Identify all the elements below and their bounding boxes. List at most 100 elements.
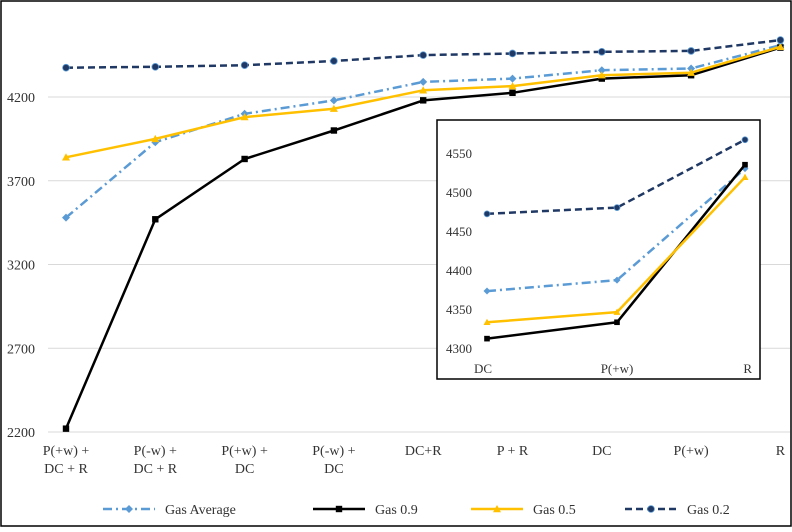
- main-data-point-gas-average-6: [597, 66, 606, 75]
- inset-data-point-gas-0-5-2: [741, 173, 749, 180]
- inset-data-point-gas-0-2-0: [483, 210, 491, 218]
- legend-swatch-marker: [125, 505, 133, 513]
- inset-data-point-gas-0-5-1: [613, 308, 621, 315]
- legend-item-gas-0-9: Gas 0.9: [313, 503, 418, 518]
- legend-label: Gas 0.5: [533, 503, 576, 518]
- inset-series-gas-0-9: [484, 161, 748, 342]
- legend: Gas Average Gas 0.9 Gas 0.5 Gas 0.2: [103, 503, 730, 518]
- main-x-tick-label-line: DC: [592, 444, 611, 459]
- legend-label: Gas Average: [165, 503, 236, 518]
- main-data-point-gas-0-2-0: [62, 63, 70, 72]
- main-data-point-gas-0-5-5: [508, 82, 517, 90]
- inset-series-line-gas-average: [486, 167, 746, 293]
- inset-y-tick-label: 4400: [446, 263, 472, 278]
- inset-x-axis-ticks: DC P(+w) R: [474, 361, 752, 376]
- main-x-tick-label-line: P(-w) +: [134, 444, 177, 459]
- main-series-gas-0-2: [62, 36, 785, 72]
- inset-series: [483, 136, 749, 342]
- main-data-point-gas-0-2-6: [597, 47, 606, 56]
- main-x-tick-label: P(-w) + DC: [312, 444, 355, 477]
- legend-label: Gas 0.9: [375, 503, 418, 518]
- main-data-point-gas-average-5: [508, 74, 517, 83]
- main-x-tick-label: P(+w) + DC + R: [43, 444, 90, 477]
- main-data-point-gas-average-4: [419, 77, 428, 86]
- main-data-point-gas-0-9-3: [330, 127, 338, 134]
- main-data-point-gas-0-9-4: [420, 97, 427, 104]
- main-data-point-gas-0-9-1: [152, 216, 159, 223]
- main-x-tick-label: P(+w) + DC: [221, 444, 268, 477]
- main-series-gas-0-5: [62, 42, 785, 161]
- inset-border: [436, 119, 761, 380]
- main-x-tick-label-line: P(+w): [674, 444, 709, 459]
- main-data-point-gas-0-2-4: [419, 51, 428, 59]
- main-y-axis-ticks: 2200 2700 3200 3700 4200: [7, 91, 35, 441]
- main-data-point-gas-average-7: [687, 64, 696, 73]
- main-data-point-gas-0-5-0: [62, 153, 70, 161]
- inset-chart: 4300 4350 4400 4450 4500 4550 DC P(+w) R: [436, 119, 761, 380]
- main-x-tick-label-line: P(-w) +: [312, 444, 355, 459]
- main-data-point-gas-0-9-6: [598, 75, 605, 82]
- main-x-tick-label-line: P + R: [497, 444, 529, 459]
- main-x-tick-label: P + R: [497, 444, 529, 459]
- main-y-tick-label: 2200: [7, 426, 35, 441]
- inset-y-tick-label: 4350: [446, 302, 472, 317]
- main-data-point-gas-0-5-2: [240, 113, 249, 121]
- inset-data-point-gas-average-1: [613, 276, 621, 284]
- main-data-point-gas-0-9-2: [241, 155, 248, 163]
- main-x-tick-label: R: [776, 444, 786, 459]
- main-y-tick-label: 3200: [7, 259, 35, 274]
- main-data-point-gas-0-5-3: [329, 104, 338, 112]
- main-series: [62, 36, 785, 432]
- inset-y-tick-label: 4450: [446, 224, 472, 239]
- main-x-tick-label: DC: [592, 444, 611, 459]
- inset-series-gas-0-5: [483, 173, 749, 326]
- main-data-point-gas-0-5-1: [151, 134, 160, 143]
- inset-x-tick-label: P(+w): [601, 361, 634, 376]
- main-data-point-gas-0-2-1: [151, 63, 160, 71]
- main-x-tick-label-line: DC: [235, 462, 254, 477]
- main-data-point-gas-0-2-2: [240, 61, 249, 69]
- inset-data-point-gas-0-2-2: [741, 136, 749, 144]
- inset-series-gas-0-2: [483, 136, 749, 218]
- legend-item-gas-0-2: Gas 0.2: [625, 503, 730, 518]
- inset-x-tick-label: DC: [474, 361, 492, 376]
- main-data-point-gas-0-2-8: [776, 36, 785, 44]
- main-x-axis-ticks: P(+w) + DC + R P(-w) + DC + R P(+w) + DC P(-w)…: [43, 444, 786, 477]
- main-x-tick-label: P(+w): [674, 444, 709, 459]
- inset-y-tick-label: 4550: [446, 146, 472, 161]
- main-data-point-gas-average-0: [62, 213, 70, 222]
- inset-data-point-gas-0-5-0: [483, 318, 491, 326]
- inset-data-point-gas-0-9-0: [484, 335, 490, 342]
- main-data-point-gas-0-5-7: [687, 68, 696, 76]
- inset-data-point-gas-0-9-1: [614, 319, 620, 326]
- main-x-tick-label-line: DC: [324, 462, 343, 477]
- main-x-tick-label-line: DC + R: [44, 462, 88, 477]
- main-x-tick-label-line: DC+R: [405, 444, 442, 459]
- legend-swatch-marker: [335, 505, 343, 513]
- main-data-point-gas-0-9-0: [62, 425, 70, 432]
- inset-data-point-gas-average-0: [483, 287, 491, 295]
- main-data-point-gas-0-5-6: [597, 71, 606, 79]
- main-y-tick-label: 3700: [7, 175, 35, 190]
- inset-y-tick-label: 4500: [446, 185, 472, 200]
- legend-item-gas-average: Gas Average: [103, 503, 236, 518]
- main-data-point-gas-average-3: [329, 96, 338, 105]
- main-data-point-gas-0-2-7: [687, 47, 695, 55]
- inset-y-axis-ticks: 4300 4350 4400 4450 4500 4550: [446, 146, 472, 356]
- legend-label: Gas 0.2: [687, 503, 730, 518]
- main-x-tick-label: P(-w) + DC + R: [133, 444, 177, 477]
- main-data-point-gas-0-5-4: [419, 86, 428, 94]
- main-series-line-gas-average: [65, 43, 781, 219]
- inset-series-line-gas-0-2: [486, 138, 746, 216]
- inset-data-point-gas-0-2-1: [613, 204, 621, 211]
- main-x-tick-label-line: R: [776, 444, 786, 459]
- inset-x-tick-label: R: [743, 361, 752, 376]
- main-x-tick-label-line: P(+w) +: [43, 444, 90, 459]
- main-y-tick-label: 4200: [7, 91, 35, 106]
- legend-swatch-marker: [493, 505, 501, 513]
- main-data-point-gas-0-5-8: [776, 42, 785, 50]
- inset-data-point-gas-0-9-2: [742, 161, 748, 168]
- legend-item-gas-0-5: Gas 0.5: [471, 503, 576, 518]
